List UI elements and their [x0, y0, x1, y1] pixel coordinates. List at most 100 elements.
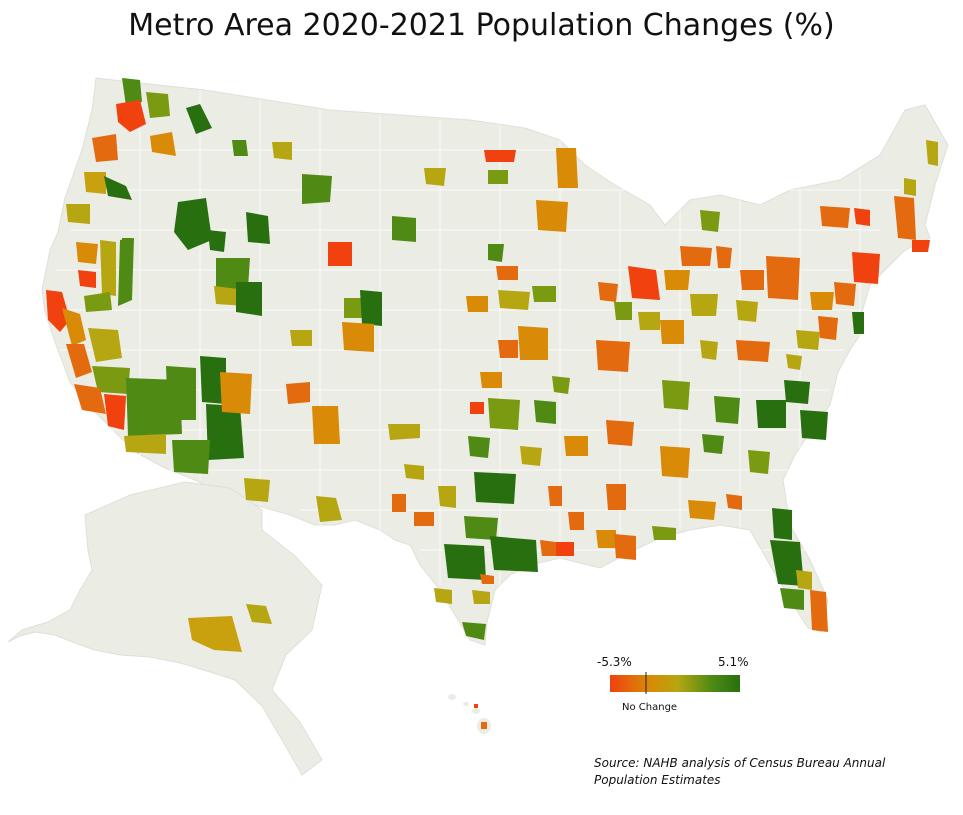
contiguous-us-land — [41, 77, 949, 646]
metro-area — [796, 330, 820, 350]
metro-area — [498, 340, 518, 358]
metro-area — [854, 208, 870, 226]
metro-area — [488, 244, 504, 262]
metro-area — [92, 366, 130, 394]
metro-area — [84, 172, 106, 194]
hawaii-island — [472, 708, 480, 714]
metro-area — [484, 150, 516, 162]
metro-area — [66, 204, 90, 224]
metro-area — [820, 206, 850, 228]
metro-area — [638, 312, 660, 330]
metro-area — [76, 242, 98, 264]
metro-area — [766, 256, 800, 300]
metro-area — [188, 616, 242, 652]
metro-area — [62, 308, 86, 346]
metro-area — [360, 290, 382, 326]
metro-area — [748, 450, 770, 474]
metro-area — [480, 372, 502, 388]
metro-area — [206, 404, 244, 460]
metro-area — [606, 484, 626, 510]
metro-area — [702, 434, 724, 454]
metro-area — [662, 380, 690, 410]
metro-area — [434, 588, 452, 604]
metro-area — [660, 320, 684, 344]
metro-area — [470, 402, 484, 414]
metro-area — [444, 544, 486, 580]
metro-area — [628, 266, 660, 300]
metro-area — [652, 526, 676, 540]
legend — [610, 672, 740, 694]
metro-area — [818, 316, 838, 340]
metro-area — [700, 340, 718, 360]
metro-area — [598, 282, 618, 302]
metro-area — [700, 210, 720, 232]
metro-area — [472, 590, 490, 604]
metro-area — [480, 574, 494, 584]
metro-area — [316, 496, 342, 522]
source-note: Source: NAHB analysis of Census Bureau A… — [594, 756, 886, 787]
metro-area — [714, 396, 740, 424]
metro-area — [474, 472, 516, 504]
metro-area — [810, 590, 828, 632]
metro-area — [552, 376, 570, 394]
metro-area — [596, 340, 630, 372]
metro-area — [852, 252, 880, 284]
metro-area — [146, 92, 170, 118]
metro-area — [104, 176, 132, 200]
metro-area — [736, 340, 770, 362]
legend-min-label: -5.3% — [597, 655, 632, 669]
metro-area — [302, 174, 332, 204]
metro-area — [104, 394, 126, 430]
metro-area — [606, 420, 634, 446]
metro-area — [424, 168, 446, 186]
metro-area — [548, 486, 562, 506]
legend-gradient-bar — [610, 675, 740, 692]
metro-area — [464, 516, 498, 540]
metro-area — [564, 436, 588, 456]
metro-area — [166, 366, 196, 420]
metro-area — [84, 292, 112, 312]
metro-area — [690, 294, 718, 316]
metro-area — [796, 570, 812, 590]
metro-area — [122, 238, 132, 300]
metro-area — [852, 312, 864, 334]
metro-area — [740, 270, 764, 290]
metro-area — [342, 322, 374, 352]
metro-area — [660, 446, 690, 478]
metro-area — [272, 142, 292, 160]
metro-area — [78, 270, 96, 288]
metro-area — [490, 536, 538, 572]
metro-area — [518, 326, 548, 360]
metro-area — [404, 464, 424, 480]
alaska-land — [7, 481, 323, 776]
metro-area — [481, 722, 487, 729]
metro-area — [200, 356, 226, 404]
metro-area — [786, 354, 802, 370]
map-title: Metro Area 2020-2021 Population Changes … — [128, 8, 835, 43]
metro-area — [784, 380, 810, 404]
metro-area — [810, 292, 834, 310]
metro-area — [246, 212, 270, 244]
hawaii-island — [448, 694, 456, 700]
metro-area — [540, 540, 556, 556]
metro-area — [596, 530, 616, 548]
metro-area — [520, 446, 542, 466]
metro-area — [150, 132, 176, 156]
metro-area — [392, 216, 416, 242]
metro-area — [726, 494, 742, 510]
metro-area — [680, 246, 712, 266]
metro-area — [232, 140, 248, 156]
metro-area — [312, 406, 340, 444]
metro-area — [496, 266, 518, 280]
metro-area — [894, 196, 916, 240]
metro-area — [244, 478, 270, 502]
metro-area — [88, 328, 122, 362]
metro-area — [780, 588, 804, 610]
metro-area — [536, 200, 568, 232]
metro-area — [688, 500, 716, 520]
metro-area — [770, 540, 804, 586]
metro-area — [568, 512, 584, 530]
metro-area — [462, 622, 486, 640]
metro-area — [186, 104, 212, 134]
